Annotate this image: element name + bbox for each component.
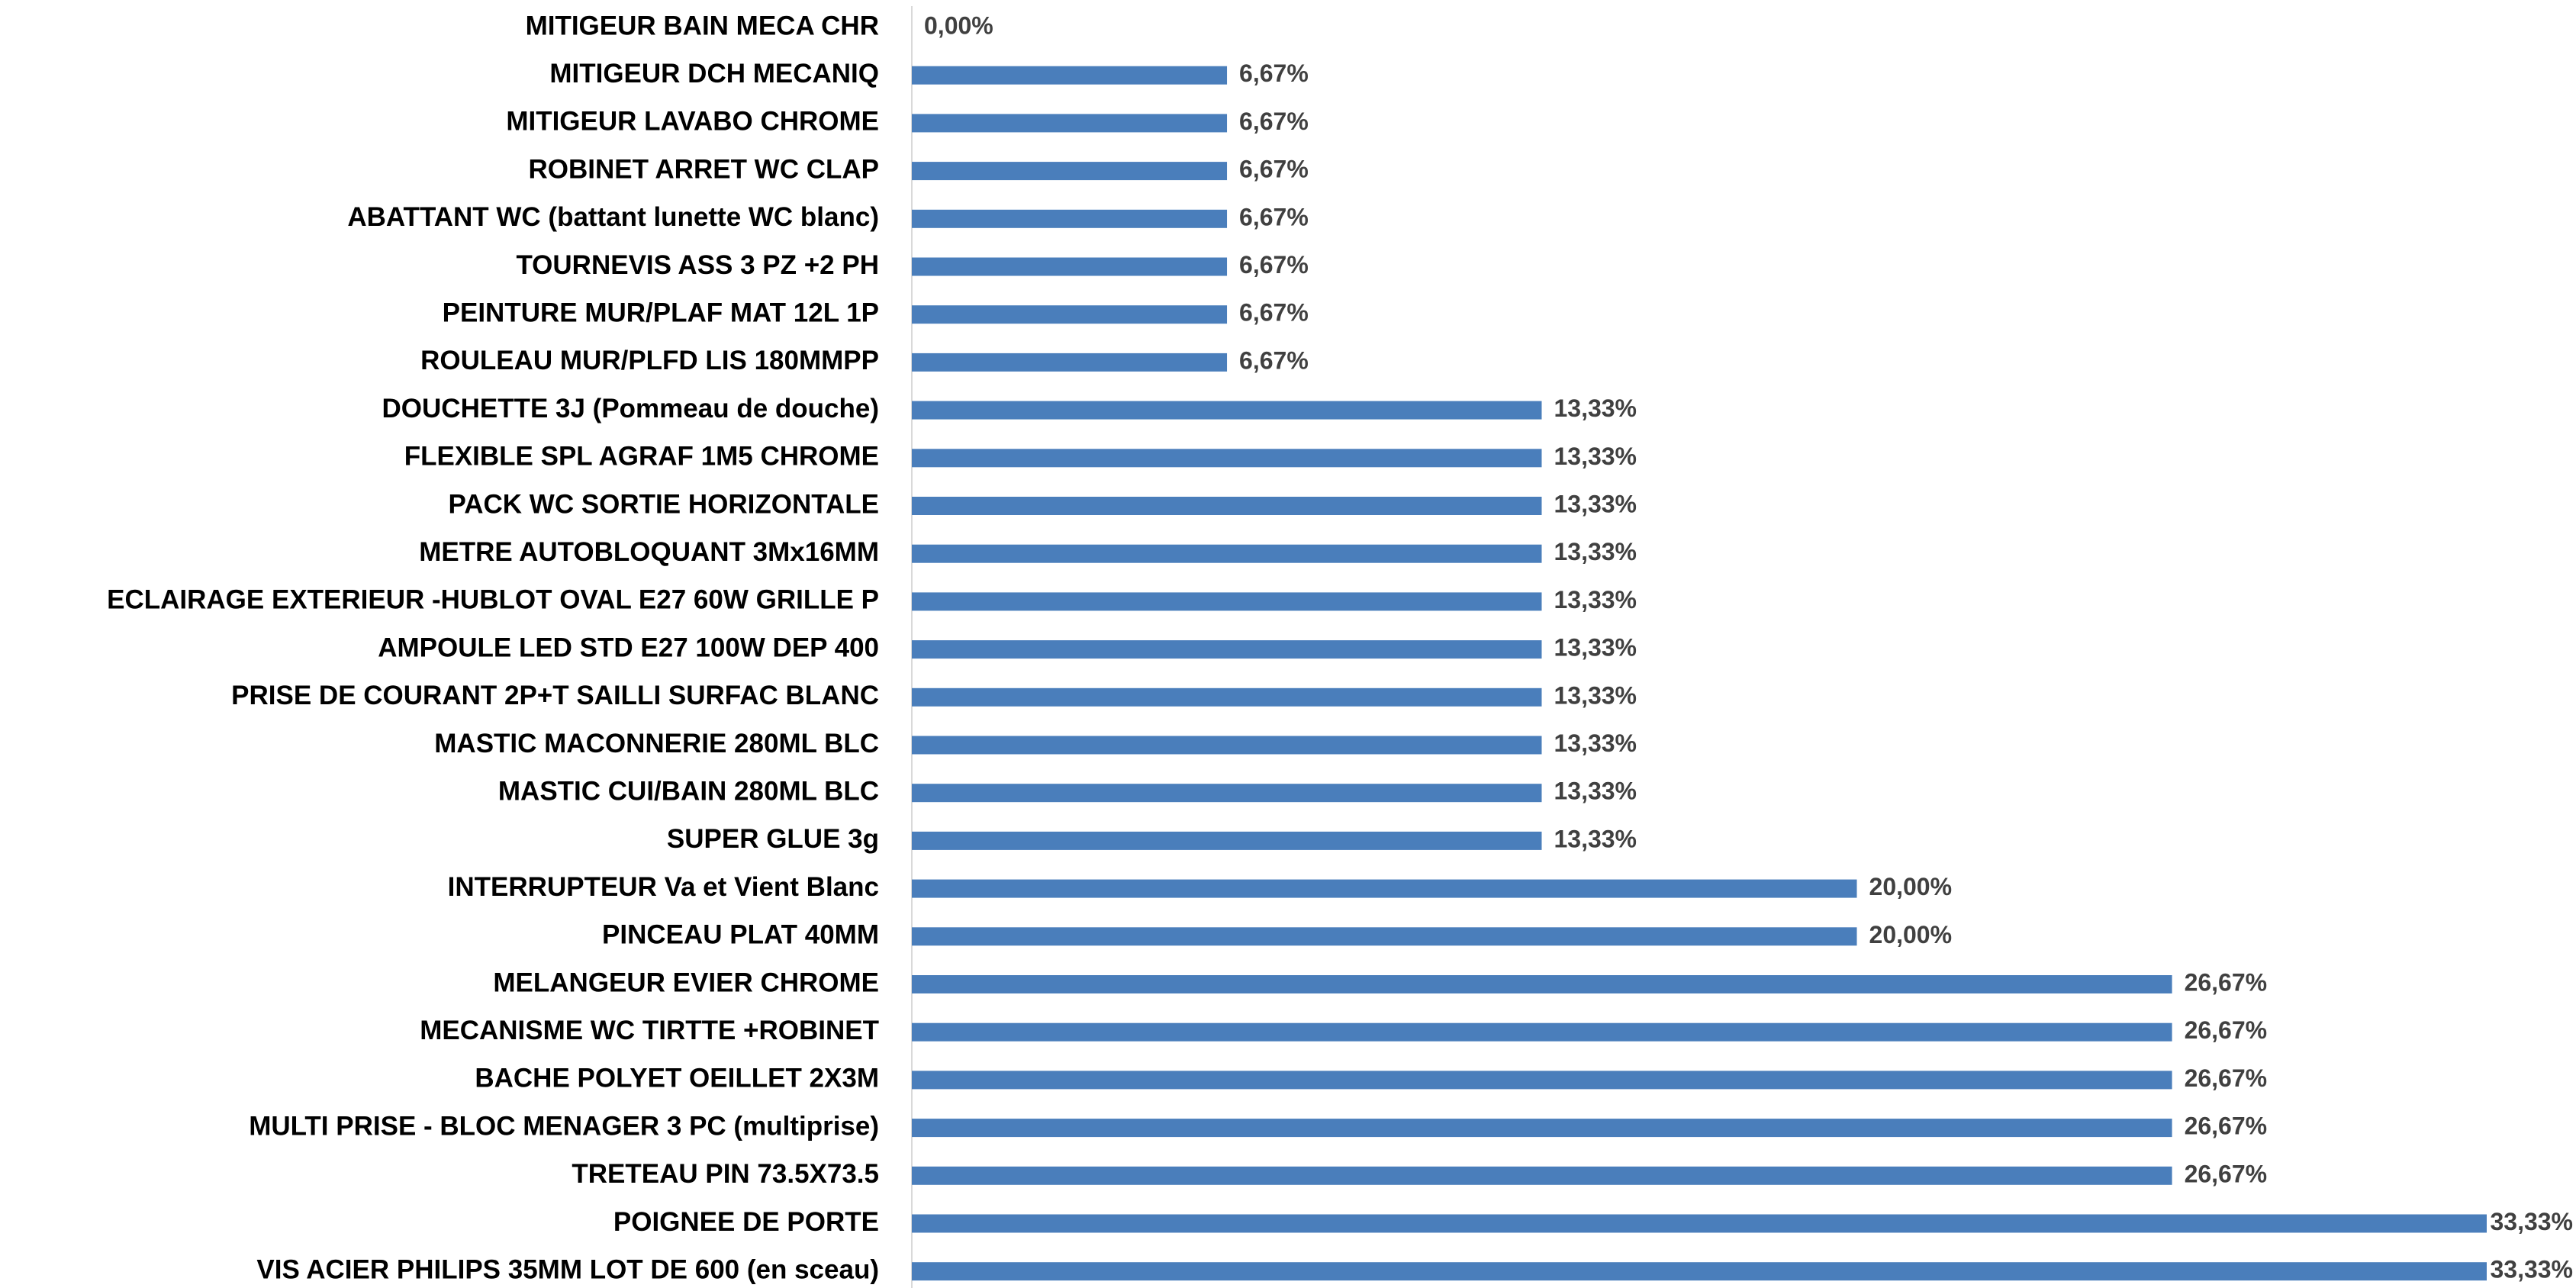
category-label: PACK WC SORTIE HORIZONTALE (448, 489, 879, 519)
category-label: MASTIC MACONNERIE 280ML BLC (434, 729, 879, 758)
bar (912, 66, 1228, 85)
value-label: 6,67% (1239, 156, 1309, 183)
category-label: POIGNEE DE PORTE (613, 1207, 879, 1237)
bar (912, 497, 1542, 515)
value-label: 26,67% (2185, 1016, 2268, 1044)
bar (912, 831, 1542, 850)
category-label: TOURNEVIS ASS 3 PZ +2 PH (516, 250, 879, 280)
value-label: 13,33% (1554, 443, 1637, 470)
bar (912, 257, 1228, 276)
bar (912, 162, 1228, 181)
value-label: 26,67% (2185, 1113, 2268, 1140)
value-label: 13,33% (1554, 538, 1637, 565)
value-label: 13,33% (1554, 394, 1637, 422)
bar (912, 305, 1228, 324)
value-label: 6,67% (1239, 108, 1309, 135)
category-label: MULTI PRISE - BLOC MENAGER 3 PC (multipr… (249, 1111, 879, 1141)
bar (912, 975, 2172, 993)
category-label: SUPER GLUE 3g (667, 824, 879, 854)
category-label: PINCEAU PLAT 40MM (602, 920, 879, 950)
category-label: ROULEAU MUR/PLFD LIS 180MMPP (420, 346, 879, 375)
value-label: 13,33% (1554, 825, 1637, 852)
value-label: 13,33% (1554, 729, 1637, 757)
value-label: 13,33% (1554, 681, 1637, 709)
value-label: 26,67% (2185, 968, 2268, 996)
category-label: MECANISME WC TIRTTE +ROBINET (420, 1016, 879, 1045)
value-label: 13,33% (1554, 778, 1637, 805)
bar (912, 1119, 2172, 1138)
category-label: PRISE DE COURANT 2P+T SAILLI SURFAC BLAN… (231, 681, 879, 710)
bar (912, 879, 1857, 898)
bar (912, 209, 1228, 228)
bar (912, 401, 1542, 420)
category-label: DOUCHETTE 3J (Pommeau de douche) (382, 394, 879, 423)
value-label: 20,00% (1869, 873, 1953, 900)
category-label: AMPOULE LED STD E27 100W DEP 400 (378, 633, 879, 662)
bar (912, 114, 1228, 133)
bar (912, 592, 1542, 611)
value-label: 0,00% (924, 11, 993, 39)
bar (912, 736, 1542, 755)
bar (912, 544, 1542, 563)
bar (912, 640, 1542, 659)
category-label: TRETEAU PIN 73.5X73.5 (572, 1159, 879, 1189)
category-label: MITIGEUR DCH MECANIQ (549, 59, 879, 89)
category-label: FLEXIBLE SPL AGRAF 1M5 CHROME (404, 442, 879, 472)
value-label: 13,33% (1554, 490, 1637, 517)
category-label: ABATTANT WC (battant lunette WC blanc) (347, 202, 879, 232)
category-label: MELANGEUR EVIER CHROME (493, 968, 879, 997)
category-label: MITIGEUR BAIN MECA CHR (526, 11, 879, 40)
value-label: 26,67% (2185, 1064, 2268, 1092)
value-label: 6,67% (1239, 203, 1309, 230)
category-label: VIS ACIER PHILIPS 35MM LOT DE 600 (en sc… (256, 1254, 879, 1284)
value-label: 6,67% (1239, 251, 1309, 279)
category-label: ROBINET ARRET WC CLAP (528, 154, 879, 184)
value-label: 6,67% (1239, 346, 1309, 374)
category-label: INTERRUPTEUR Va et Vient Blanc (448, 872, 879, 902)
value-label: 33,33% (2490, 1256, 2573, 1283)
value-label: 6,67% (1239, 299, 1309, 327)
bar (912, 1262, 2487, 1281)
bar (912, 449, 1542, 468)
category-label: PEINTURE MUR/PLAF MAT 12L 1P (443, 298, 879, 327)
category-label: BACHE POLYET OEILLET 2X3M (475, 1064, 879, 1093)
bar (912, 1071, 2172, 1090)
category-label: MASTIC CUI/BAIN 280ML BLC (498, 776, 879, 806)
category-label: ECLAIRAGE EXTERIEUR -HUBLOT OVAL E27 60W… (107, 585, 879, 615)
bar (912, 784, 1542, 803)
value-label: 33,33% (2490, 1208, 2573, 1235)
bar (912, 687, 1542, 707)
value-label: 13,33% (1554, 634, 1637, 662)
bar (912, 1022, 2172, 1042)
value-label: 6,67% (1239, 60, 1309, 87)
bar (912, 353, 1228, 372)
bar (912, 927, 1857, 946)
bar (912, 1166, 2172, 1185)
category-label: MITIGEUR LAVABO CHROME (506, 107, 879, 137)
value-label: 26,67% (2185, 1160, 2268, 1187)
bar (912, 1214, 2487, 1233)
value-label: 13,33% (1554, 586, 1637, 613)
category-label: METRE AUTOBLOQUANT 3Mx16MM (419, 537, 879, 567)
value-label: 20,00% (1869, 921, 1953, 948)
